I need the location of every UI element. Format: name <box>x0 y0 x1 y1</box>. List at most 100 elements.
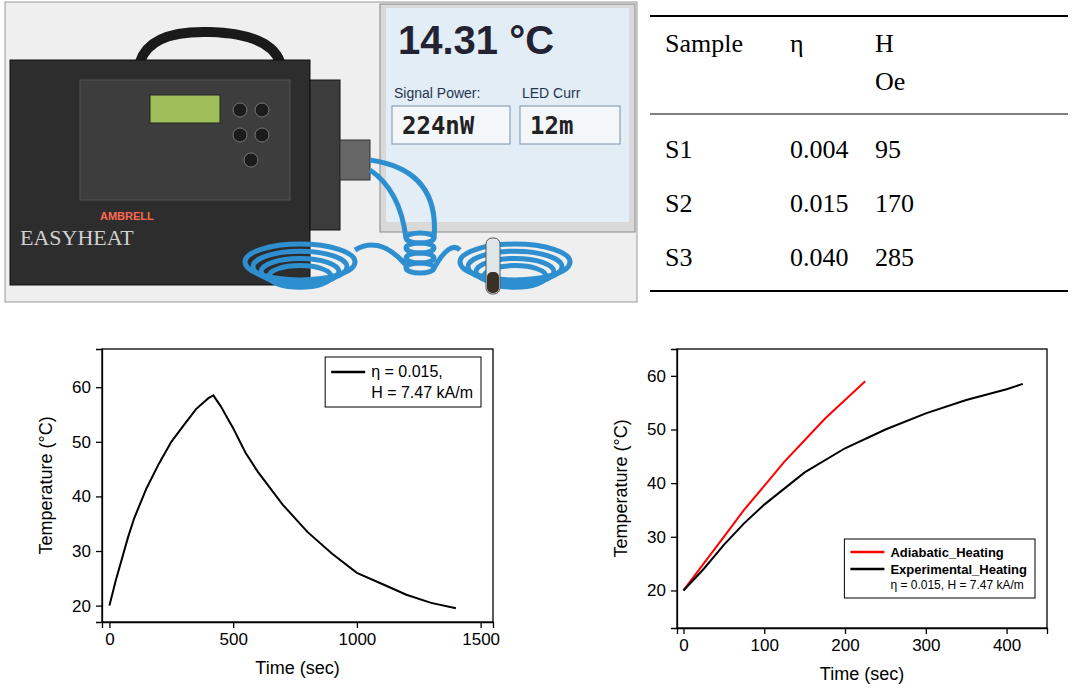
legend-swatch <box>850 568 884 571</box>
device-button <box>255 103 269 117</box>
x-tick-mark <box>845 628 846 634</box>
y-tick-label: 20 <box>647 581 666 600</box>
device-side <box>310 80 340 230</box>
x-tick-label: 1000 <box>338 630 376 649</box>
coil-loop <box>269 266 331 288</box>
y-tick: 50 <box>647 420 677 439</box>
x-axis: 0 500 1000 1500 <box>103 622 501 649</box>
legend-box <box>844 539 1035 598</box>
test-tube <box>486 238 500 294</box>
table-cell: 0.004 <box>790 135 849 164</box>
y-tick: 60 <box>647 367 677 386</box>
led-current-label: LED Curr <box>522 85 581 101</box>
y-tick-label: 60 <box>647 367 666 386</box>
y-axis-line <box>671 350 678 629</box>
y-tick-mark <box>671 483 677 484</box>
x-axis-title: Time (sec) <box>255 658 339 678</box>
y-axis-title: Temperature (°C) <box>611 419 631 557</box>
x-tick-label: 400 <box>993 636 1021 655</box>
y-tick: 40 <box>72 487 102 506</box>
test-tube-sample <box>487 272 499 293</box>
x-tick: 500 <box>219 622 247 649</box>
y-tick-label: 30 <box>647 528 666 547</box>
legend-box <box>325 357 481 407</box>
x-tick-mark <box>764 628 765 634</box>
y-tick-mark <box>96 442 102 443</box>
table-header: Sample <box>665 29 743 58</box>
coil-connector <box>340 140 370 180</box>
x-tick: 100 <box>751 628 779 655</box>
x-tick-label: 0 <box>679 636 688 655</box>
y-tick: 40 <box>647 474 677 493</box>
y-tick-label: 40 <box>72 487 91 506</box>
device-handle <box>140 32 280 62</box>
y-tick-label: 40 <box>647 474 666 493</box>
y-tick: 60 <box>72 378 102 397</box>
table-rule-top <box>650 15 1068 17</box>
x-tick: 1000 <box>338 622 376 649</box>
figure: 14.31 °CSignal Power:224nWLED Curr12mEAS… <box>0 0 1075 700</box>
device-lcd <box>150 95 220 123</box>
legend-label: Experimental_Heating <box>890 562 1027 577</box>
device-body <box>10 60 310 285</box>
y-tick: 30 <box>647 528 677 547</box>
coil-small <box>406 263 434 273</box>
y-tick-label: 20 <box>72 597 91 616</box>
table-cell: S3 <box>665 243 692 272</box>
table-header: Oe <box>875 67 905 96</box>
table-cell: S2 <box>665 189 692 218</box>
x-axis-line <box>103 623 494 629</box>
coil-lead <box>355 160 460 268</box>
plot-frame <box>102 349 493 622</box>
legend-items: η = 0.015,H = 7.47 kA/m <box>331 363 473 401</box>
device-button <box>255 128 269 142</box>
y-axis: 20 30 40 50 60 <box>647 350 677 629</box>
y-tick-label: 30 <box>72 542 91 561</box>
signal-power-label: Signal Power: <box>394 85 480 101</box>
legend-annotation: η = 0.015, H = 7.47 kA/m <box>890 578 1023 592</box>
table-cell: 285 <box>875 243 914 272</box>
x-tick: 200 <box>831 628 859 655</box>
device-button <box>244 153 258 167</box>
y-axis-title: Temperature (°C) <box>36 416 56 554</box>
x-tick-label: 300 <box>912 636 940 655</box>
y-tick-label: 50 <box>72 433 91 452</box>
chart: 0 500 1000 1500 20 30 40 50 60 Time (sec) Temperat… <box>36 349 500 678</box>
led-current-box <box>520 106 620 144</box>
table: SampleηHOeS10.00495S20.015170S30.040285 <box>650 16 1068 291</box>
x-tick-mark <box>480 622 481 628</box>
x-tick-label: 200 <box>831 636 859 655</box>
device-button <box>233 103 247 117</box>
photo: 14.31 °CSignal Power:224nWLED Curr12mEAS… <box>5 2 637 302</box>
y-tick-mark <box>671 429 677 430</box>
device-panel <box>80 80 290 200</box>
x-tick-mark <box>926 628 927 634</box>
x-tick-label: 100 <box>751 636 779 655</box>
x-tick: 0 <box>105 622 114 649</box>
x-tick-mark <box>233 622 234 628</box>
legend-swatch <box>331 371 365 374</box>
y-tick-mark <box>671 590 677 591</box>
chart: 0 100 200 300 400 20 30 40 50 60 Time (sec) Tempera… <box>611 349 1048 684</box>
legend: Adiabatic_HeatingExperimental_Heatingη =… <box>844 539 1035 598</box>
led-current: 12m <box>530 112 573 140</box>
table-cell: S1 <box>665 135 692 164</box>
x-axis-line <box>678 629 1048 635</box>
x-axis-title: Time (sec) <box>820 664 904 684</box>
x-tick-mark <box>1006 628 1007 634</box>
device-brand: EASYHEAT <box>20 225 134 250</box>
legend-label: η = 0.015,H = 7.47 kA/m <box>371 363 473 401</box>
x-tick-label: 1500 <box>462 630 500 649</box>
x-tick: 0 <box>679 628 688 655</box>
y-tick-label: 50 <box>647 420 666 439</box>
y-axis: 20 30 40 50 60 <box>72 350 102 623</box>
x-tick-label: 500 <box>219 630 247 649</box>
x-tick: 300 <box>912 628 940 655</box>
signal-power: 224nW <box>402 112 475 140</box>
legend: η = 0.015,H = 7.47 kA/m <box>325 357 481 407</box>
y-tick: 20 <box>647 581 677 600</box>
table-rule-bottom <box>650 290 1068 292</box>
table-cell: 170 <box>875 189 914 218</box>
y-tick: 50 <box>72 433 102 452</box>
table-header: η <box>790 29 804 58</box>
